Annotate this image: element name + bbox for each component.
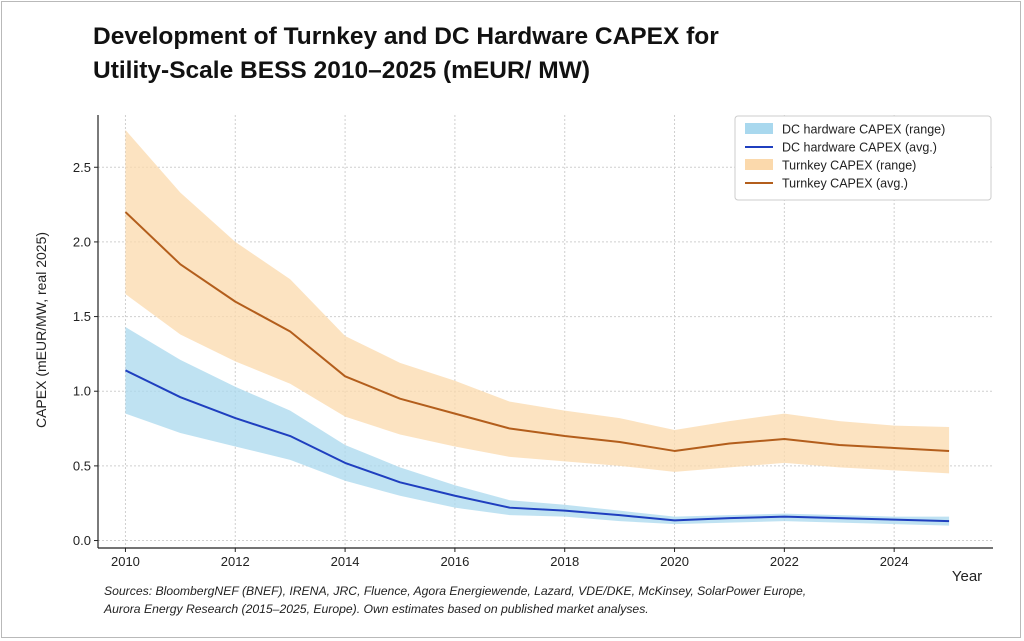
y-tick-label-1.5: 1.5	[73, 309, 91, 324]
line-1	[125, 369, 950, 523]
y-axis-label: CAPEX (mEUR/MW, real 2025)	[33, 232, 49, 428]
legend-label-0: DC hardware CAPEX (range)	[782, 123, 945, 137]
legend-swatch-2	[745, 159, 773, 170]
average-lines	[124, 211, 950, 523]
x-tick-label-2016: 2016	[440, 554, 469, 569]
tick-labels: 2010 2012 2014 2016 2018 2020 2022 2024 0.0 0.5 1.…	[73, 160, 909, 569]
source-note-line-1: Sources: BloombergNEF (BNEF), IRENA, JRC…	[104, 584, 807, 598]
y-tick-label-0.5: 0.5	[73, 458, 91, 473]
line-3	[124, 211, 950, 452]
chart-title-line-2: Utility-Scale BESS 2010–2025 (mEUR/ MW)	[93, 57, 590, 84]
x-tick-label-2020: 2020	[660, 554, 689, 569]
y-tick-label-2: 2.0	[73, 234, 91, 249]
chart-title: Development of Turnkey and DC Hardware C…	[93, 20, 719, 88]
legend-label-1: DC hardware CAPEX (avg.)	[782, 141, 937, 155]
x-axis-label: Year	[952, 568, 982, 585]
legend-swatch-0	[745, 123, 773, 134]
x-tick-label-2022: 2022	[770, 554, 799, 569]
x-tick-label-2024: 2024	[880, 554, 909, 569]
x-tick-label-2014: 2014	[331, 554, 360, 569]
x-tick-label-2018: 2018	[550, 554, 579, 569]
chart-legend: DC hardware CAPEX (range) DC hardware CAP…	[734, 115, 992, 201]
chart-title-line-1: Development of Turnkey and DC Hardware C…	[93, 23, 719, 50]
source-note-line-2: Aurora Energy Research (2015–2025, Europ…	[104, 602, 649, 616]
x-tick-label-2010: 2010	[111, 554, 140, 569]
band-0	[125, 327, 950, 526]
y-tick-label-2.5: 2.5	[73, 160, 91, 175]
band-2	[125, 129, 950, 474]
y-tick-label-1: 1.0	[73, 384, 91, 399]
legend-label-3: Turnkey CAPEX (avg.)	[782, 177, 908, 191]
x-tick-label-2012: 2012	[221, 554, 250, 569]
source-note: Sources: BloombergNEF (BNEF), IRENA, JRC…	[104, 582, 806, 618]
legend-label-2: Turnkey CAPEX (range)	[782, 159, 916, 173]
y-tick-label-0: 0.0	[73, 533, 91, 548]
axes	[97, 115, 993, 549]
legend-box	[734, 115, 992, 201]
range-bands	[125, 129, 950, 526]
